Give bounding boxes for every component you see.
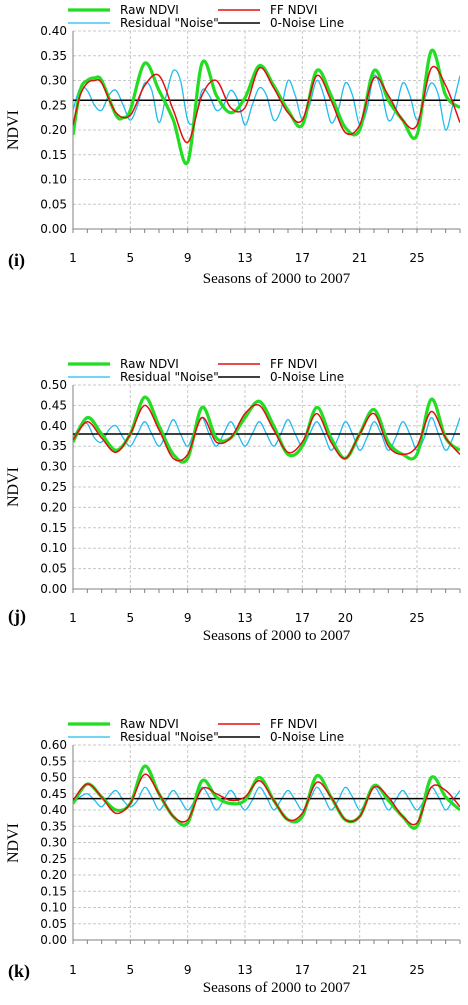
y-tick-label: 0.15 xyxy=(40,521,67,535)
x-tick-label: 9 xyxy=(184,251,192,265)
x-tick-label: 9 xyxy=(184,611,192,625)
x-axis-label: Seasons of 2000 to 2007 xyxy=(203,271,351,287)
legend-label-zero: 0-Noise Line xyxy=(270,16,344,30)
y-axis-label: NDVI xyxy=(5,110,22,150)
x-tick-label: 13 xyxy=(237,251,252,265)
x-tick-label: 21 xyxy=(352,251,367,265)
panel-label: (j) xyxy=(8,606,26,627)
legend-label-noise: Residual "Noise" xyxy=(120,16,219,30)
y-tick-label: 0.05 xyxy=(40,917,67,931)
panel-label: (k) xyxy=(8,961,30,982)
y-tick-label: 0.20 xyxy=(40,868,67,882)
legend-label-raw: Raw NDVI xyxy=(120,3,179,17)
series-line-raw xyxy=(73,764,460,830)
y-tick-label: 0.10 xyxy=(40,541,67,555)
y-tick-label: 0.40 xyxy=(40,803,67,817)
legend: Raw NDVI FF NDVI Residual "Noise" 0-Noise L… xyxy=(68,717,344,744)
legend-label-ff: FF NDVI xyxy=(270,3,317,17)
x-tick-label: 17 xyxy=(295,611,310,625)
chart-panel-2: Raw NDVI FF NDVI Residual "Noise" 0-Noise L… xyxy=(5,357,461,644)
y-tick-label: 0.20 xyxy=(40,123,67,137)
x-tick-label: 17 xyxy=(295,963,310,977)
legend-label-noise: Residual "Noise" xyxy=(120,370,219,384)
x-tick-label: 5 xyxy=(127,611,135,625)
y-tick-label: 0.10 xyxy=(40,901,67,915)
legend: Raw NDVI FF NDVI Residual "Noise" 0-Noise L… xyxy=(68,3,344,30)
y-tick-label: 0.35 xyxy=(40,819,67,833)
y-tick-label: 0.00 xyxy=(40,222,67,236)
y-tick-label: 0.50 xyxy=(40,771,67,785)
series-line-raw xyxy=(73,48,460,166)
legend-label-raw: Raw NDVI xyxy=(120,357,179,371)
y-tick-label: 0.30 xyxy=(40,460,67,474)
x-tick-label: 9 xyxy=(184,963,192,977)
y-tick-label: 0.25 xyxy=(40,98,67,112)
chart-panel-3: Raw NDVI FF NDVI Residual "Noise" 0-Noise L… xyxy=(5,717,461,996)
x-tick-label: 25 xyxy=(409,611,424,625)
y-tick-label: 0.60 xyxy=(40,738,67,752)
legend-label-noise: Residual "Noise" xyxy=(120,730,219,744)
legend-label-zero: 0-Noise Line xyxy=(270,370,344,384)
x-tick-label: 25 xyxy=(409,963,424,977)
legend-label-ff: FF NDVI xyxy=(270,357,317,371)
x-axis-label: Seasons of 2000 to 2007 xyxy=(203,628,351,644)
series-line-raw xyxy=(73,395,460,464)
y-tick-label: 0.35 xyxy=(40,439,67,453)
x-tick-label: 5 xyxy=(127,963,135,977)
legend-label-ff: FF NDVI xyxy=(270,717,317,731)
series-line-ff xyxy=(73,773,460,826)
legend: Raw NDVI FF NDVI Residual "Noise" 0-Noise L… xyxy=(68,357,344,384)
series-line-ff xyxy=(73,65,460,144)
panel-label: (i) xyxy=(8,250,25,271)
y-tick-label: 0.05 xyxy=(40,197,67,211)
y-tick-label: 0.55 xyxy=(40,754,67,768)
y-tick-label: 0.20 xyxy=(40,500,67,514)
chart-panel-1: Raw NDVI FF NDVI Residual "Noise" 0-Noise L… xyxy=(5,3,461,287)
y-axis-label: NDVI xyxy=(5,467,22,507)
y-tick-label: 0.45 xyxy=(40,398,67,412)
y-tick-label: 0.45 xyxy=(40,787,67,801)
y-tick-label: 0.10 xyxy=(40,173,67,187)
y-tick-label: 0.15 xyxy=(40,884,67,898)
x-tick-label: 1 xyxy=(69,611,77,625)
y-tick-label: 0.00 xyxy=(40,933,67,947)
y-tick-label: 0.30 xyxy=(40,836,67,850)
x-tick-label: 1 xyxy=(69,963,77,977)
series-line-ff xyxy=(73,404,460,462)
legend-label-raw: Raw NDVI xyxy=(120,717,179,731)
x-tick-label: 13 xyxy=(237,963,252,977)
y-tick-label: 0.05 xyxy=(40,562,67,576)
x-tick-label: 5 xyxy=(127,251,135,265)
y-tick-label: 0.25 xyxy=(40,852,67,866)
x-tick-label: 17 xyxy=(295,251,310,265)
x-tick-label: 21 xyxy=(352,963,367,977)
y-tick-label: 0.35 xyxy=(40,49,67,63)
y-tick-label: 0.40 xyxy=(40,24,67,38)
x-tick-label: 13 xyxy=(237,611,252,625)
y-tick-label: 0.30 xyxy=(40,74,67,88)
y-tick-label: 0.25 xyxy=(40,480,67,494)
y-axis-label: NDVI xyxy=(5,823,22,863)
y-tick-label: 0.50 xyxy=(40,378,67,392)
x-tick-label: 20 xyxy=(338,611,353,625)
x-tick-label: 25 xyxy=(409,251,424,265)
x-tick-label: 1 xyxy=(69,251,77,265)
y-tick-label: 0.15 xyxy=(40,148,67,162)
y-tick-label: 0.40 xyxy=(40,419,67,433)
x-axis-label: Seasons of 2000 to 2007 xyxy=(203,980,351,996)
series-line-noise xyxy=(73,786,460,811)
y-tick-label: 0.00 xyxy=(40,582,67,596)
legend-label-zero: 0-Noise Line xyxy=(270,730,344,744)
